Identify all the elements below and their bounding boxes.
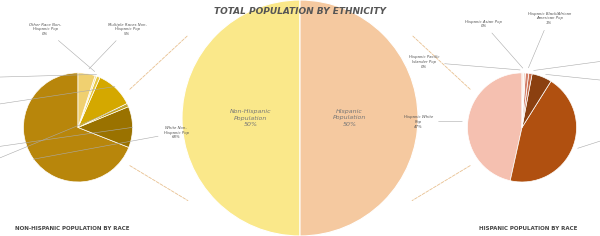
- Text: NON-HISPANIC POPULATION BY RACE: NON-HISPANIC POPULATION BY RACE: [15, 226, 129, 231]
- Text: Asian Non-
Hispanic
Pop
11%: Asian Non- Hispanic Pop 11%: [0, 87, 115, 120]
- Text: Multiple Races Non-
Hispanic Pop
5%: Multiple Races Non- Hispanic Pop 5%: [89, 23, 146, 69]
- Text: Hispanic Pop of Two or
More Races
6%: Hispanic Pop of Two or More Races 6%: [545, 74, 600, 90]
- Wedge shape: [23, 73, 129, 182]
- Wedge shape: [522, 73, 532, 127]
- Text: Non-Hispanic
Population
50%: Non-Hispanic Population 50%: [230, 109, 271, 127]
- Wedge shape: [522, 73, 529, 127]
- Wedge shape: [78, 107, 133, 148]
- Wedge shape: [78, 76, 100, 127]
- Wedge shape: [522, 73, 526, 127]
- Text: White Non-
Hispanic Pop
68%: White Non- Hispanic Pop 68%: [34, 126, 189, 159]
- Wedge shape: [522, 74, 551, 127]
- Wedge shape: [78, 76, 97, 127]
- Text: TOTAL POPULATION BY ETHNICITY: TOTAL POPULATION BY ETHNICITY: [214, 7, 386, 16]
- Text: Hispanic Pacific
Islander Pop
0%: Hispanic Pacific Islander Pop 0%: [409, 55, 520, 70]
- Text: Hispanic
Population
50%: Hispanic Population 50%: [333, 109, 366, 127]
- Wedge shape: [182, 0, 300, 236]
- Wedge shape: [522, 73, 524, 127]
- Text: Hispanic Other
Race Pop
45%: Hispanic Other Race Pop 45%: [578, 126, 600, 148]
- Wedge shape: [78, 104, 128, 127]
- Wedge shape: [78, 73, 95, 127]
- Text: Pacific Islander Non-
Hispanic Pop
1%: Pacific Islander Non- Hispanic Pop 1%: [0, 72, 97, 85]
- Text: Am. Indian/Alaska
Native Non-Hispanic
Pop
1%: Am. Indian/Alaska Native Non-Hispanic Po…: [0, 105, 128, 191]
- Wedge shape: [78, 77, 127, 127]
- Text: HISPANIC POPULATION BY RACE: HISPANIC POPULATION BY RACE: [479, 226, 577, 231]
- Text: Hispanic Asian Pop
0%: Hispanic Asian Pop 0%: [466, 20, 523, 68]
- Text: Hispanic White
Pop
47%: Hispanic White Pop 47%: [404, 115, 462, 129]
- Wedge shape: [467, 73, 522, 181]
- Wedge shape: [510, 81, 577, 182]
- Wedge shape: [300, 0, 418, 236]
- Text: Black/African Am.
Non-Hispanic Pop
12%: Black/African Am. Non-Hispanic Pop 12%: [0, 127, 133, 161]
- Text: Hispanic Am.
Indian/Alaska Native
Pop
1%: Hispanic Am. Indian/Alaska Native Pop 1%: [533, 48, 600, 71]
- Text: Other Race Non-
Hispanic Pop
0%: Other Race Non- Hispanic Pop 0%: [29, 23, 95, 72]
- Text: Hispanic Black/African
American Pop
1%: Hispanic Black/African American Pop 1%: [527, 12, 571, 68]
